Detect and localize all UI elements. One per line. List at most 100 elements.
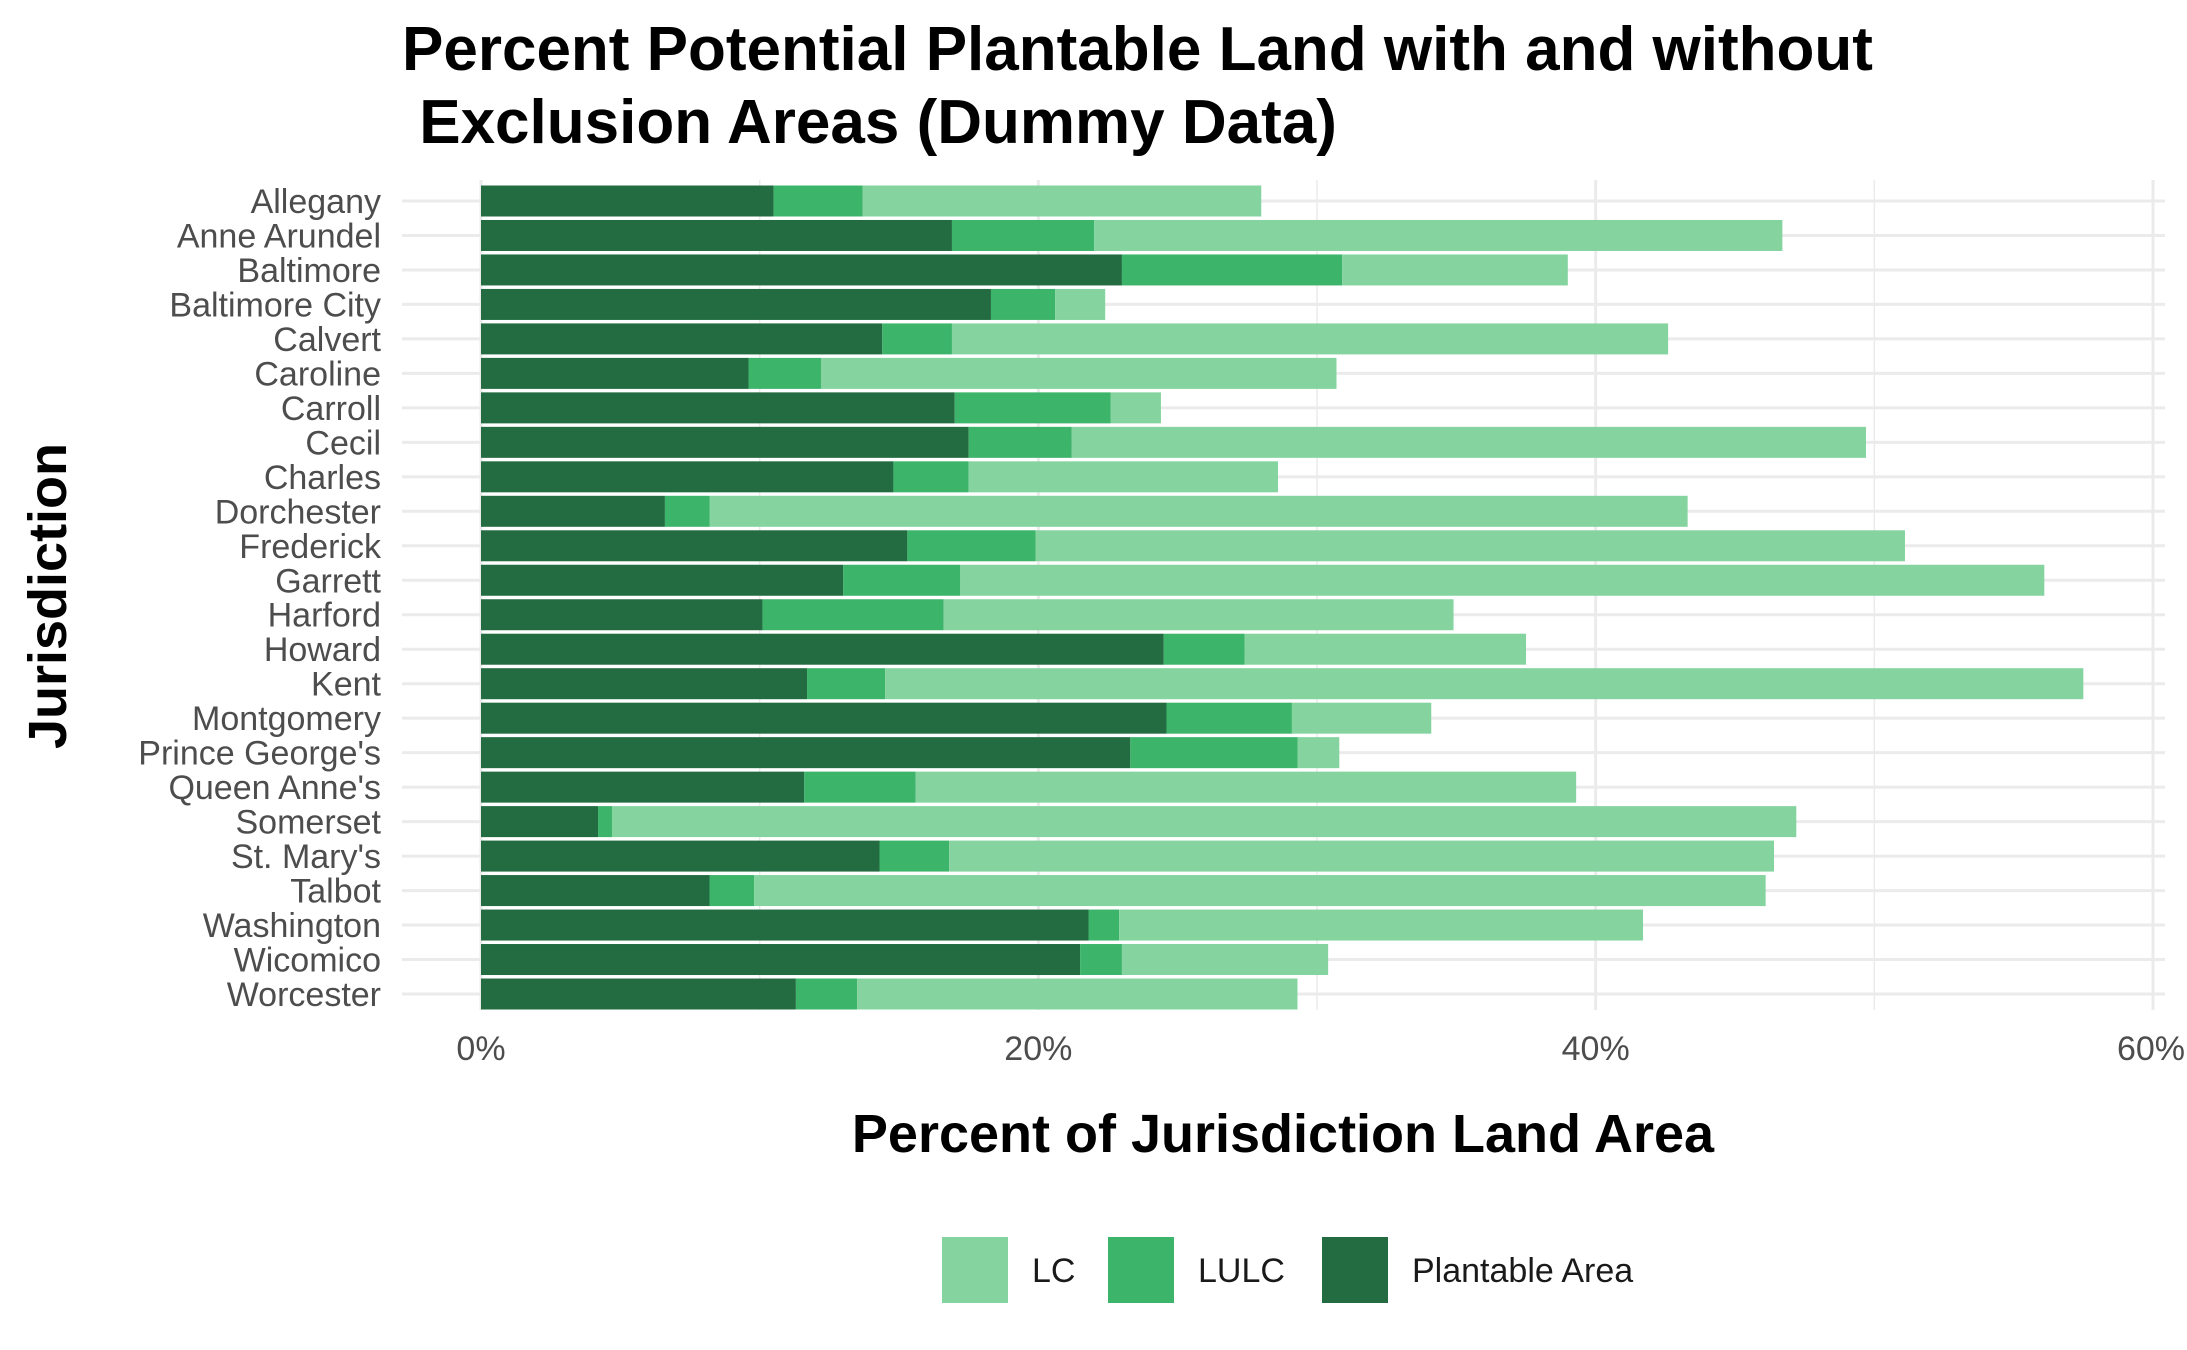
- bar-dorchester-plantable-area: [481, 495, 665, 527]
- bar-frederick-lulc: [907, 530, 1036, 562]
- bar-charles-plantable-area: [481, 461, 894, 493]
- bar-howard-lulc: [1163, 633, 1245, 665]
- chart-title-line-2: Exclusion Areas (Dummy Data): [402, 88, 1337, 157]
- bar-calvert-lc: [951, 323, 1669, 355]
- bar-st-mary-s-plantable-area: [481, 840, 880, 872]
- bar-baltimore-lc: [1342, 254, 1568, 286]
- bar-allegany-lc: [862, 185, 1262, 217]
- bar-dorchester-lc: [709, 495, 1688, 527]
- bar-wicomico-lulc: [1080, 944, 1122, 976]
- y-tick-label: Montgomery: [192, 700, 381, 738]
- bars: [481, 185, 2084, 1010]
- bar-somerset-plantable-area: [481, 806, 599, 838]
- bar-wicomico-lc: [1121, 944, 1329, 976]
- x-tick-label: 0%: [456, 1030, 505, 1068]
- bar-prince-george-s-lulc: [1130, 737, 1298, 769]
- bar-queen-anne-s-plantable-area: [481, 771, 805, 803]
- bar-baltimore-plantable-area: [481, 254, 1122, 286]
- y-tick-label: Calvert: [273, 321, 381, 359]
- bar-montgomery-lc: [1291, 702, 1432, 734]
- bar-queen-anne-s-lulc: [804, 771, 916, 803]
- chart-title-line-1: Percent Potential Plantable Land with an…: [402, 15, 1873, 84]
- bar-st-mary-s-lulc: [879, 840, 950, 872]
- legend-label-lc: LC: [1032, 1252, 1075, 1290]
- y-tick-label: Baltimore: [237, 252, 381, 290]
- y-tick-label: Wicomico: [234, 942, 381, 980]
- y-tick-label: Kent: [311, 666, 381, 704]
- bar-talbot-lulc: [709, 875, 755, 907]
- y-tick-label: Dorchester: [215, 493, 381, 531]
- y-tick-label: Prince George's: [138, 735, 381, 773]
- y-tick-label: Garrett: [275, 562, 381, 600]
- x-axis-title: Percent of Jurisdiction Land Area: [852, 1104, 1715, 1164]
- y-tick-label: Anne Arundel: [177, 217, 381, 255]
- bar-talbot-lc: [754, 875, 1766, 907]
- bar-frederick-lc: [1035, 530, 1905, 562]
- y-tick-label: Washington: [203, 907, 381, 945]
- bar-baltimore-city-lulc: [990, 288, 1056, 320]
- bar-calvert-lulc: [882, 323, 952, 355]
- bar-prince-george-s-lc: [1297, 737, 1340, 769]
- bar-kent-lc: [885, 668, 2084, 700]
- bar-baltimore-city-lc: [1055, 288, 1106, 320]
- bar-kent-plantable-area: [481, 668, 808, 700]
- bar-montgomery-plantable-area: [481, 702, 1167, 734]
- bar-caroline-lulc: [748, 357, 821, 389]
- bar-talbot-plantable-area: [481, 875, 710, 907]
- bar-charles-lc: [968, 461, 1278, 493]
- y-tick-label: Talbot: [290, 873, 381, 911]
- x-tick-labels: 0% 20% 40% 60%: [456, 1030, 2185, 1068]
- bar-anne-arundel-lulc: [951, 219, 1095, 251]
- legend-key-plantable-area: [1322, 1237, 1388, 1303]
- bar-somerset-lulc: [598, 806, 612, 838]
- bar-anne-arundel-lc: [1094, 219, 1783, 251]
- legend: LC LULC Plantable Area: [942, 1237, 1633, 1303]
- bar-harford-plantable-area: [481, 599, 763, 631]
- bar-harford-lc: [943, 599, 1454, 631]
- bar-allegany-plantable-area: [481, 185, 774, 217]
- y-tick-label: Worcester: [227, 976, 381, 1014]
- bar-somerset-lc: [611, 806, 1797, 838]
- bar-montgomery-lulc: [1166, 702, 1292, 734]
- bar-garrett-plantable-area: [481, 564, 844, 596]
- bar-carroll-plantable-area: [481, 392, 955, 424]
- y-tick-label: Cecil: [305, 424, 381, 462]
- legend-label-plantable-area: Plantable Area: [1412, 1252, 1633, 1290]
- bar-anne-arundel-plantable-area: [481, 219, 952, 251]
- bar-howard-lc: [1244, 633, 1526, 665]
- y-tick-label: Harford: [268, 597, 381, 635]
- bar-st-mary-s-lc: [949, 840, 1775, 872]
- bar-worcester-lulc: [795, 978, 858, 1010]
- bar-carroll-lulc: [954, 392, 1111, 424]
- y-tick-label: Baltimore City: [169, 286, 381, 324]
- y-tick-label: Charles: [264, 459, 381, 497]
- bar-cecil-lc: [1071, 426, 1866, 458]
- bar-washington-plantable-area: [481, 909, 1089, 941]
- bar-harford-lulc: [762, 599, 944, 631]
- bar-calvert-plantable-area: [481, 323, 883, 355]
- bar-garrett-lc: [960, 564, 2045, 596]
- y-tick-label: Somerset: [236, 804, 382, 842]
- bar-carroll-lc: [1110, 392, 1161, 424]
- bar-baltimore-lulc: [1121, 254, 1343, 286]
- y-tick-label: Carroll: [281, 390, 381, 428]
- bar-frederick-plantable-area: [481, 530, 908, 562]
- bar-washington-lulc: [1088, 909, 1120, 941]
- bar-caroline-plantable-area: [481, 357, 749, 389]
- bar-howard-plantable-area: [481, 633, 1164, 665]
- x-tick-label: 20%: [1004, 1030, 1072, 1068]
- bar-queen-anne-s-lc: [915, 771, 1577, 803]
- y-tick-label: Frederick: [239, 528, 382, 566]
- legend-label-lulc: LULC: [1198, 1252, 1285, 1290]
- y-tick-label: Caroline: [254, 355, 381, 393]
- x-tick-label: 40%: [1562, 1030, 1630, 1068]
- y-tick-label: Queen Anne's: [168, 769, 381, 807]
- bar-kent-lulc: [807, 668, 886, 700]
- bar-cecil-plantable-area: [481, 426, 969, 458]
- y-tick-label: St. Mary's: [231, 838, 381, 876]
- y-tick-label: Allegany: [251, 183, 381, 221]
- bar-washington-lc: [1119, 909, 1644, 941]
